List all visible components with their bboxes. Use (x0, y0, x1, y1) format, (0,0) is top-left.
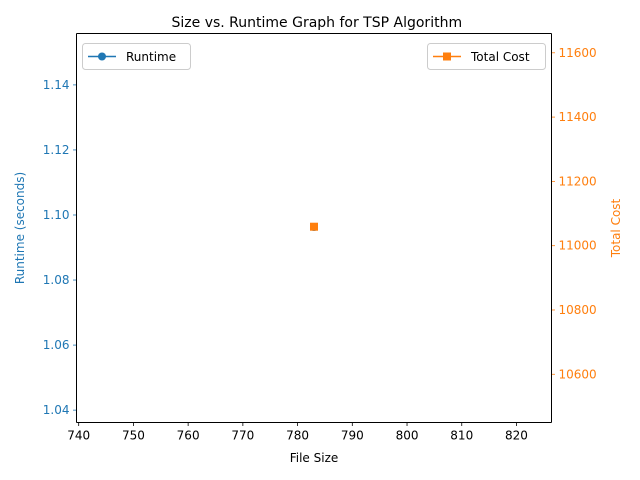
right-tick-label: 11200 (559, 174, 597, 188)
right-tick-label: 10800 (559, 303, 597, 317)
right-axis-ticks: 10600 10800 11000 11200 11400 11600 (551, 46, 597, 381)
total-cost-point (310, 222, 318, 231)
x-tick-label: 800 (396, 429, 419, 443)
legend-total-cost: Total Cost (427, 43, 546, 70)
legend-runtime: Runtime (82, 43, 191, 70)
x-tick-label: 760 (177, 429, 200, 443)
legend-total-cost-marker (443, 52, 451, 61)
x-axis-ticks: 740 750 760 770 780 790 800 810 820 (67, 422, 528, 443)
chart-title: Size vs. Runtime Graph for TSP Algorithm (172, 15, 463, 31)
right-tick-label: 10600 (559, 367, 597, 381)
legend-runtime-box (82, 43, 191, 70)
legend-runtime-label: Runtime (126, 50, 176, 64)
right-tick-label: 11600 (559, 46, 597, 60)
x-tick-label: 780 (286, 429, 309, 443)
legend-runtime-marker (98, 52, 106, 61)
left-axis-label: Runtime (seconds) (13, 172, 27, 284)
left-tick-label: 1.08 (43, 273, 70, 287)
x-tick-label: 790 (341, 429, 364, 443)
x-axis-label: File Size (290, 451, 339, 465)
right-tick-label: 11400 (559, 110, 597, 124)
left-tick-label: 1.10 (43, 208, 70, 222)
plot-frame (76, 33, 552, 423)
left-axis-ticks: 1.04 1.06 1.08 1.10 1.12 1.14 (43, 78, 77, 417)
right-tick-label: 11000 (559, 239, 597, 253)
left-tick-label: 1.06 (43, 338, 70, 352)
x-tick-label: 810 (450, 429, 473, 443)
x-tick-label: 820 (505, 429, 528, 443)
legend-total-cost-label: Total Cost (470, 50, 530, 64)
x-tick-label: 770 (231, 429, 254, 443)
right-axis-label: Total Cost (609, 198, 623, 258)
left-tick-label: 1.12 (43, 143, 70, 157)
left-tick-label: 1.14 (43, 78, 70, 92)
x-tick-label: 740 (67, 429, 90, 443)
series-layer (310, 222, 318, 232)
x-tick-label: 750 (122, 429, 145, 443)
left-tick-label: 1.04 (43, 403, 70, 417)
legend-total-cost-box (427, 43, 546, 70)
